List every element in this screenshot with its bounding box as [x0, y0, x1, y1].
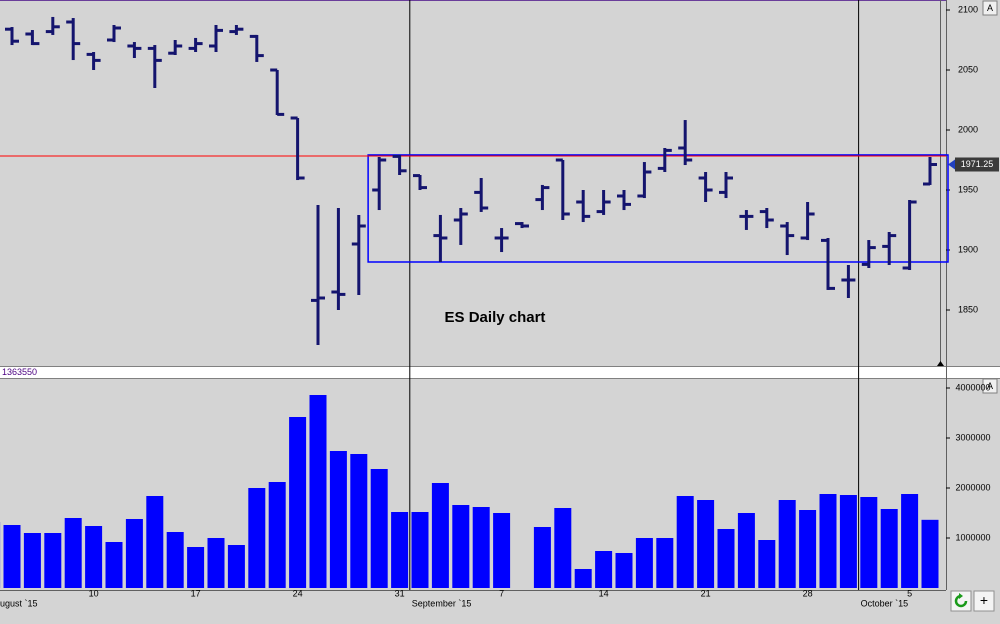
y-tick-label: 2000	[958, 124, 978, 134]
cursor-marker	[937, 361, 944, 366]
volume-bar	[717, 529, 735, 588]
y-tick-label: 2050	[958, 64, 978, 74]
annotation: ES Daily chart	[445, 309, 546, 326]
x-tick-label: 17	[191, 588, 201, 598]
price-tag-label: 1971.25	[961, 159, 994, 169]
volume-bar	[85, 526, 103, 588]
x-tick-label: 5	[907, 588, 912, 598]
volume-bar	[901, 494, 919, 588]
month-label: October `15	[861, 598, 909, 608]
volume-bar	[533, 527, 551, 588]
scale-button-label[interactable]: A	[987, 3, 993, 13]
x-tick-label: 31	[395, 588, 405, 598]
volume-bar	[595, 551, 613, 588]
y-tick-label: 1000000	[955, 532, 990, 542]
volume-bar	[880, 509, 898, 588]
volume-bar	[207, 538, 225, 588]
scale-button[interactable]	[982, 0, 998, 16]
price-tag-arrow	[948, 159, 955, 170]
volume-bar	[472, 507, 490, 588]
volume-bar	[329, 451, 347, 588]
volume-bar	[23, 533, 41, 588]
volume-bar	[289, 417, 307, 588]
x-tick-label: 14	[599, 588, 609, 598]
x-axis-strip	[0, 590, 1000, 624]
scale-button-label[interactable]: A	[987, 381, 993, 391]
volume-bar	[615, 553, 633, 588]
volume-bar	[309, 395, 327, 588]
volume-bar	[411, 512, 429, 588]
last-volume-label: 1363550	[2, 367, 37, 377]
volume-bar	[268, 482, 286, 588]
scale-button[interactable]	[982, 378, 998, 394]
volume-bar	[452, 505, 470, 588]
y-tick-label: 2000000	[955, 482, 990, 492]
volume-bar	[554, 508, 572, 588]
x-tick-label: 7	[499, 588, 504, 598]
x-tick-label: 10	[89, 588, 99, 598]
volume-bar	[839, 495, 857, 588]
volume-bar	[819, 494, 837, 588]
volume-bar	[146, 496, 164, 588]
x-tick-label: 24	[293, 588, 303, 598]
volume-bar	[799, 510, 817, 588]
y-tick-label: 1950	[958, 184, 978, 194]
volume-bar	[697, 500, 715, 588]
volume-bar	[3, 525, 21, 588]
volume-bar	[350, 454, 368, 588]
volume-bar	[125, 519, 143, 588]
x-tick-label: 28	[803, 588, 813, 598]
refresh-icon[interactable]	[959, 593, 963, 599]
volume-bar	[370, 469, 388, 588]
volume-bar	[44, 533, 62, 588]
volume-bar	[737, 513, 755, 588]
volume-bar	[64, 518, 82, 588]
volume-bar	[166, 532, 184, 588]
panel-separator	[0, 366, 1000, 378]
add-button-label[interactable]: +	[980, 592, 988, 608]
month-label: ugust `15	[0, 598, 38, 608]
volume-bar	[391, 512, 409, 588]
volume-bar	[635, 538, 653, 588]
range-box	[367, 154, 949, 263]
x-tick-label: 21	[701, 588, 711, 598]
y-tick-label: 4000000	[955, 382, 990, 392]
y-tick-label: 3000000	[955, 432, 990, 442]
volume-bar	[921, 519, 939, 588]
volume-bar	[656, 538, 674, 588]
volume-bar	[227, 545, 245, 588]
volume-bar	[248, 488, 266, 588]
y-tick-label: 1900	[958, 244, 978, 254]
volume-bar	[676, 496, 694, 588]
volume-bar	[431, 483, 449, 588]
volume-bar	[493, 513, 511, 588]
volume-bar	[860, 497, 878, 588]
price-tag	[955, 157, 999, 172]
y-tick-label: 2100	[958, 4, 978, 14]
volume-bar	[778, 500, 796, 588]
refresh-icon[interactable]	[954, 594, 968, 608]
volume-bar	[574, 569, 592, 588]
y-tick-label: 1850	[958, 304, 978, 314]
refresh-button[interactable]	[950, 590, 972, 612]
volume-bar	[187, 547, 205, 588]
add-button[interactable]	[973, 590, 995, 612]
month-label: September `15	[412, 598, 472, 608]
volume-bar	[105, 542, 123, 588]
volume-bar	[758, 540, 776, 588]
